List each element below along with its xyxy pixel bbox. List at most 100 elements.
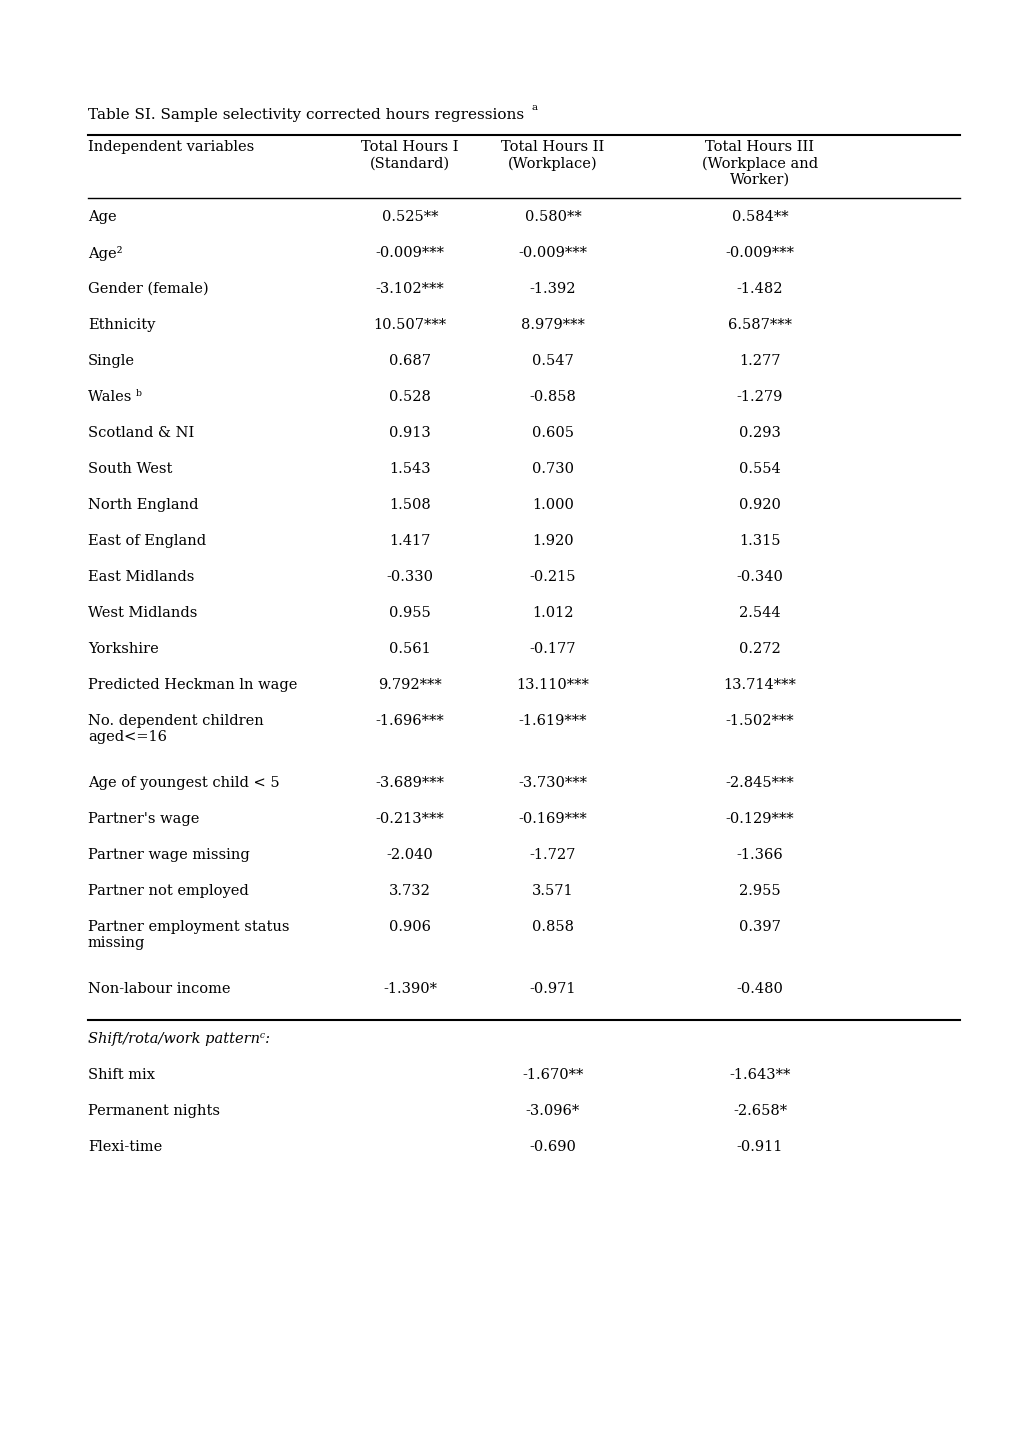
- Text: East of England: East of England: [88, 534, 206, 548]
- Text: -0.340: -0.340: [736, 570, 783, 584]
- Text: -1.366: -1.366: [736, 848, 783, 861]
- Text: 0.293: 0.293: [739, 426, 781, 440]
- Text: 1.508: 1.508: [388, 498, 430, 512]
- Text: Gender (female): Gender (female): [88, 281, 209, 296]
- Text: 0.730: 0.730: [532, 462, 574, 476]
- Text: -1.392: -1.392: [529, 281, 576, 296]
- Text: Partner employment status
missing: Partner employment status missing: [88, 921, 289, 949]
- Text: Table SI. Sample selectivity corrected hours regressions: Table SI. Sample selectivity corrected h…: [88, 108, 524, 123]
- Text: -0.213***: -0.213***: [375, 812, 444, 825]
- Text: 0.580**: 0.580**: [524, 211, 581, 224]
- Text: -1.502***: -1.502***: [725, 714, 794, 729]
- Text: 0.920: 0.920: [739, 498, 781, 512]
- Text: 0.528: 0.528: [388, 390, 430, 404]
- Text: 1.000: 1.000: [532, 498, 574, 512]
- Text: Total Hours I
(Standard): Total Hours I (Standard): [361, 140, 459, 170]
- Text: 10.507***: 10.507***: [373, 317, 446, 332]
- Text: 13.714***: 13.714***: [722, 678, 796, 693]
- Text: 2.955: 2.955: [739, 885, 781, 898]
- Text: South West: South West: [88, 462, 172, 476]
- Text: a: a: [532, 102, 538, 113]
- Text: -1.279: -1.279: [736, 390, 783, 404]
- Text: Total Hours III
(Workplace and
Worker): Total Hours III (Workplace and Worker): [701, 140, 817, 188]
- Text: 1.277: 1.277: [739, 354, 780, 368]
- Text: -3.102***: -3.102***: [375, 281, 444, 296]
- Text: 9.792***: 9.792***: [378, 678, 441, 693]
- Text: Predicted Heckman ln wage: Predicted Heckman ln wage: [88, 678, 298, 693]
- Text: 0.858: 0.858: [532, 921, 574, 934]
- Text: -0.009***: -0.009***: [725, 245, 794, 260]
- Text: Partner's wage: Partner's wage: [88, 812, 199, 825]
- Text: -0.177: -0.177: [529, 642, 576, 657]
- Text: Total Hours II
(Workplace): Total Hours II (Workplace): [501, 140, 604, 170]
- Text: -1.643**: -1.643**: [729, 1068, 790, 1082]
- Text: 0.561: 0.561: [388, 642, 430, 657]
- Text: -0.330: -0.330: [386, 570, 433, 584]
- Text: Age²: Age²: [88, 245, 122, 261]
- Text: 1.543: 1.543: [389, 462, 430, 476]
- Text: 0.913: 0.913: [388, 426, 430, 440]
- Text: 0.554: 0.554: [739, 462, 781, 476]
- Text: 0.547: 0.547: [532, 354, 574, 368]
- Text: 6.587***: 6.587***: [728, 317, 791, 332]
- Text: Partner not employed: Partner not employed: [88, 885, 249, 898]
- Text: -2.658*: -2.658*: [733, 1104, 787, 1118]
- Text: North England: North England: [88, 498, 199, 512]
- Text: -1.390*: -1.390*: [382, 983, 436, 996]
- Text: 3.571: 3.571: [532, 885, 574, 898]
- Text: 0.272: 0.272: [739, 642, 781, 657]
- Text: Single: Single: [88, 354, 135, 368]
- Text: 0.584**: 0.584**: [731, 211, 788, 224]
- Text: Age: Age: [88, 211, 116, 224]
- Text: -1.670**: -1.670**: [522, 1068, 583, 1082]
- Text: -3.730***: -3.730***: [518, 776, 587, 789]
- Text: 0.906: 0.906: [388, 921, 431, 934]
- Text: -2.845***: -2.845***: [725, 776, 794, 789]
- Text: Independent variables: Independent variables: [88, 140, 254, 154]
- Text: 0.525**: 0.525**: [381, 211, 438, 224]
- Text: West Midlands: West Midlands: [88, 606, 198, 620]
- Text: -0.009***: -0.009***: [518, 245, 587, 260]
- Text: 0.687: 0.687: [388, 354, 431, 368]
- Text: No. dependent children
aged<=16: No. dependent children aged<=16: [88, 714, 264, 745]
- Text: -3.689***: -3.689***: [375, 776, 444, 789]
- Text: 1.315: 1.315: [739, 534, 780, 548]
- Text: -0.480: -0.480: [736, 983, 783, 996]
- Text: 1.417: 1.417: [389, 534, 430, 548]
- Text: -3.096*: -3.096*: [526, 1104, 580, 1118]
- Text: -1.696***: -1.696***: [375, 714, 444, 729]
- Text: -0.129***: -0.129***: [725, 812, 794, 825]
- Text: Flexi-time: Flexi-time: [88, 1140, 162, 1154]
- Text: -1.482: -1.482: [736, 281, 783, 296]
- Text: 0.955: 0.955: [388, 606, 430, 620]
- Text: -1.619***: -1.619***: [519, 714, 587, 729]
- Text: -0.169***: -0.169***: [518, 812, 587, 825]
- Text: 0.605: 0.605: [532, 426, 574, 440]
- Text: 1.920: 1.920: [532, 534, 574, 548]
- Text: 13.110***: 13.110***: [516, 678, 589, 693]
- Text: Scotland & NI: Scotland & NI: [88, 426, 194, 440]
- Text: -0.911: -0.911: [736, 1140, 783, 1154]
- Text: Wales ᵇ: Wales ᵇ: [88, 390, 142, 404]
- Text: Permanent nights: Permanent nights: [88, 1104, 220, 1118]
- Text: -0.009***: -0.009***: [375, 245, 444, 260]
- Text: Shift mix: Shift mix: [88, 1068, 155, 1082]
- Text: Yorkshire: Yorkshire: [88, 642, 159, 657]
- Text: 2.544: 2.544: [739, 606, 781, 620]
- Text: Partner wage missing: Partner wage missing: [88, 848, 250, 861]
- Text: -0.971: -0.971: [529, 983, 576, 996]
- Text: Shift/rota/work patternᶜ:: Shift/rota/work patternᶜ:: [88, 1032, 270, 1046]
- Text: 1.012: 1.012: [532, 606, 573, 620]
- Text: -1.727: -1.727: [529, 848, 576, 861]
- Text: Non-labour income: Non-labour income: [88, 983, 230, 996]
- Text: -0.858: -0.858: [529, 390, 576, 404]
- Text: East Midlands: East Midlands: [88, 570, 195, 584]
- Text: -0.215: -0.215: [529, 570, 576, 584]
- Text: Age of youngest child < 5: Age of youngest child < 5: [88, 776, 279, 789]
- Text: Ethnicity: Ethnicity: [88, 317, 155, 332]
- Text: 3.732: 3.732: [388, 885, 430, 898]
- Text: 8.979***: 8.979***: [521, 317, 584, 332]
- Text: 0.397: 0.397: [739, 921, 781, 934]
- Text: -2.040: -2.040: [386, 848, 433, 861]
- Text: -0.690: -0.690: [529, 1140, 576, 1154]
